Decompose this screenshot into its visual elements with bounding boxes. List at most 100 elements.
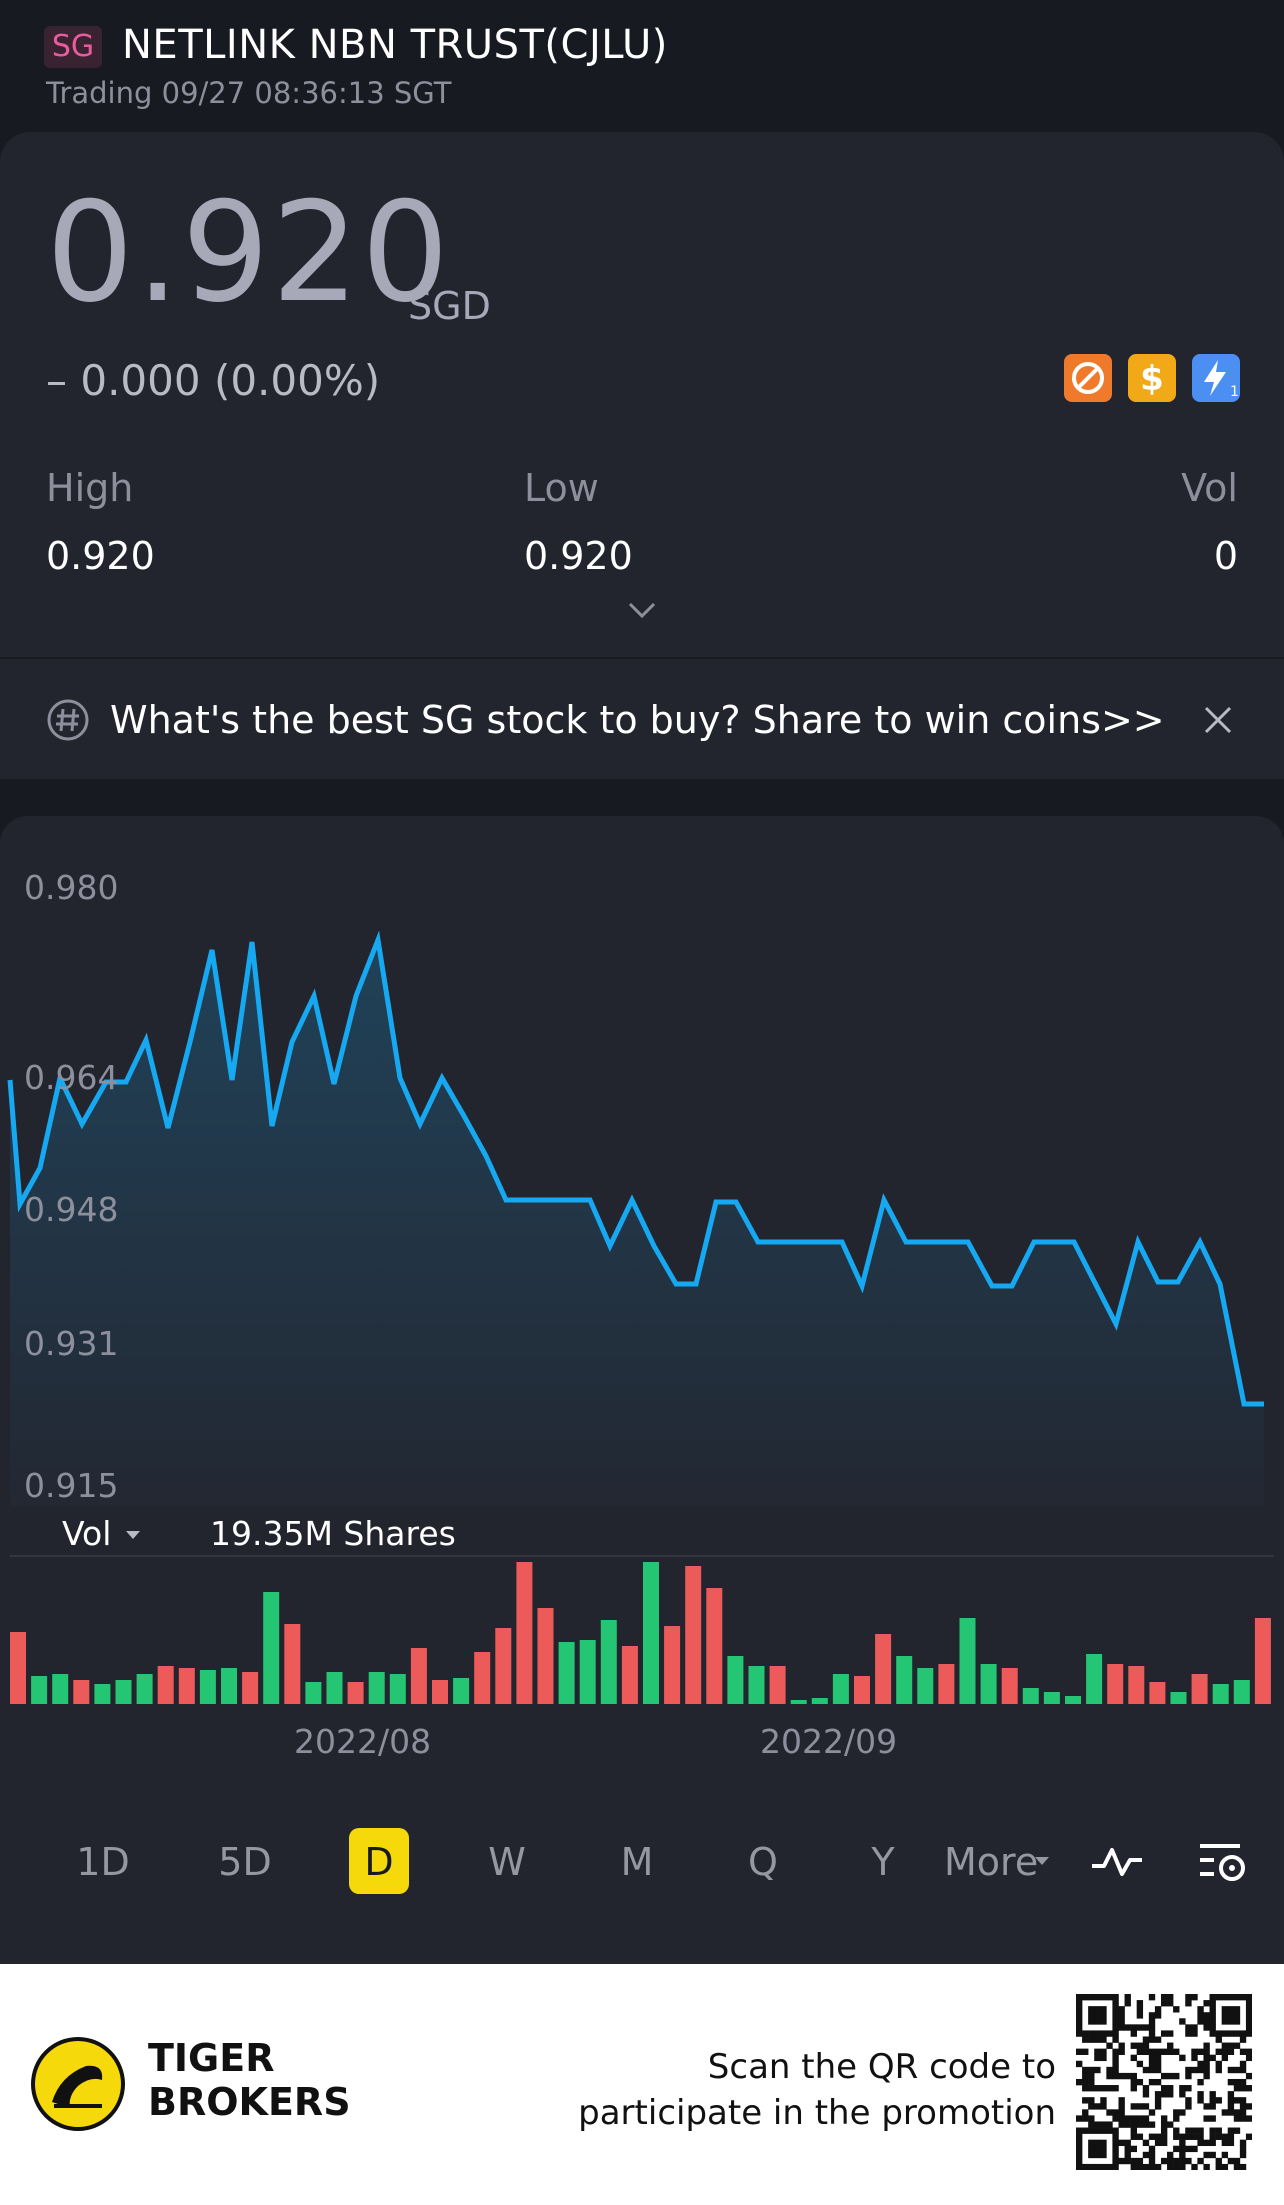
- volume-bar: [1022, 1688, 1039, 1704]
- currency-label: SGD: [408, 284, 491, 328]
- y-tick-0980: 0.980: [24, 868, 119, 907]
- volume-bar: [685, 1566, 702, 1704]
- no-short-icon[interactable]: [1064, 354, 1112, 402]
- volume-bar: [389, 1674, 406, 1704]
- volume-bar: [854, 1676, 870, 1704]
- volume-bar: [1212, 1684, 1229, 1704]
- volume-bar: [178, 1668, 195, 1704]
- price-chart[interactable]: [0, 816, 1284, 1756]
- header: [0, 0, 1284, 132]
- volume-bar: [980, 1664, 997, 1704]
- y-tick-0964: 0.964: [24, 1058, 119, 1097]
- volume-bar: [748, 1666, 765, 1704]
- x-tick-2022-09: 2022/09: [760, 1722, 898, 1761]
- volume-bar: [10, 1632, 26, 1704]
- brand-name: TIGER BROKERS: [148, 2036, 351, 2124]
- high-label: High: [46, 466, 134, 510]
- price-change: – 0.000 (0.00%): [46, 356, 381, 405]
- scan-line-1: Scan the QR code to: [707, 2047, 1056, 2087]
- volume-bar: [94, 1684, 111, 1704]
- volume-bar: [643, 1562, 659, 1704]
- brand-line-1: TIGER: [148, 2036, 275, 2080]
- promo-text[interactable]: What's the best SG stock to buy? Share t…: [110, 698, 1165, 742]
- tiger-brokers-logo: [30, 2036, 126, 2136]
- period-5d[interactable]: 5D: [218, 1840, 272, 1884]
- period-d[interactable]: D: [364, 1840, 394, 1884]
- period-w[interactable]: W: [488, 1840, 526, 1884]
- volume-value: 19.35M Shares: [210, 1514, 456, 1553]
- flash-icon[interactable]: 1: [1192, 354, 1240, 402]
- indicator-icon[interactable]: [1090, 1842, 1144, 1886]
- svg-text:1: 1: [1230, 384, 1239, 400]
- volume-bar: [896, 1656, 913, 1704]
- period-1d[interactable]: 1D: [76, 1840, 130, 1884]
- volume-bar: [1107, 1664, 1124, 1704]
- last-price: 0.920: [46, 172, 452, 333]
- volume-bar: [495, 1628, 512, 1704]
- promo-banner[interactable]: [0, 659, 1284, 779]
- volume-bar: [284, 1624, 301, 1704]
- period-more[interactable]: More: [944, 1840, 1039, 1884]
- volume-bar: [305, 1682, 322, 1704]
- volume-bar: [157, 1666, 174, 1704]
- volume-bar: [790, 1700, 807, 1704]
- volume-bar: [579, 1640, 596, 1704]
- close-icon[interactable]: [1202, 704, 1234, 736]
- volume-bars: [10, 1562, 1271, 1704]
- price-area: [10, 940, 1264, 1506]
- volume-bar: [432, 1680, 448, 1704]
- dollar-icon[interactable]: $: [1128, 354, 1176, 402]
- volume-bar: [453, 1678, 470, 1704]
- volume-bar: [1233, 1680, 1250, 1704]
- volume-selector[interactable]: Vol: [62, 1514, 112, 1553]
- volume-bar: [706, 1588, 723, 1704]
- y-tick-0931: 0.931: [24, 1324, 119, 1363]
- vol-value: 0: [1213, 534, 1238, 578]
- volume-bar: [1191, 1674, 1208, 1704]
- market-badge: SG: [44, 26, 102, 68]
- volume-bar: [600, 1620, 617, 1704]
- volume-bar: [537, 1608, 554, 1704]
- volume-bar: [1254, 1618, 1271, 1704]
- volume-bar: [410, 1648, 427, 1704]
- volume-bar: [326, 1672, 343, 1704]
- volume-bar: [52, 1674, 69, 1704]
- volume-bar: [1065, 1696, 1081, 1704]
- period-d-highlight[interactable]: [349, 1828, 409, 1894]
- volume-bar: [1170, 1692, 1187, 1704]
- volume-bar: [136, 1674, 153, 1704]
- volume-bar: [199, 1670, 216, 1704]
- x-tick-2022-08: 2022/08: [294, 1722, 432, 1761]
- expand-chevron-icon[interactable]: [624, 596, 660, 624]
- volume-bar: [769, 1666, 786, 1704]
- volume-bar: [516, 1562, 533, 1704]
- volume-bar: [938, 1664, 955, 1704]
- volume-bar: [1149, 1682, 1166, 1704]
- volume-bar: [558, 1642, 575, 1704]
- volume-bar: [368, 1672, 385, 1704]
- y-tick-0948: 0.948: [24, 1190, 119, 1229]
- volume-bar: [474, 1652, 491, 1704]
- y-tick-0915: 0.915: [24, 1466, 119, 1505]
- volume-bar: [664, 1626, 681, 1704]
- dropdown-caret-icon[interactable]: [124, 1526, 142, 1545]
- trading-status: Trading 09/27 08:36:13 SGT: [46, 76, 452, 110]
- volume-bar: [73, 1680, 90, 1704]
- volume-bar: [811, 1698, 828, 1704]
- volume-bar: [1043, 1692, 1060, 1704]
- low-label: Low: [524, 466, 599, 510]
- period-q[interactable]: Q: [748, 1840, 778, 1884]
- scan-instructions: Scan the QR code to participate in the p…: [578, 2044, 1056, 2136]
- more-caret-icon[interactable]: [1034, 1852, 1050, 1871]
- period-m[interactable]: M: [620, 1840, 654, 1884]
- stock-title: NETLINK NBN TRUST(CJLU): [122, 22, 668, 68]
- period-y[interactable]: Y: [871, 1840, 895, 1884]
- svg-text:$: $: [1140, 359, 1164, 399]
- volume-bar: [242, 1672, 259, 1704]
- brand-line-2: BROKERS: [148, 2080, 351, 2124]
- chart-settings-icon[interactable]: [1196, 1838, 1248, 1888]
- volume-bar: [221, 1668, 237, 1704]
- volume-bar: [1086, 1654, 1103, 1704]
- qr-code[interactable]: [1076, 1994, 1253, 2171]
- price-line: [7, 930, 1264, 1407]
